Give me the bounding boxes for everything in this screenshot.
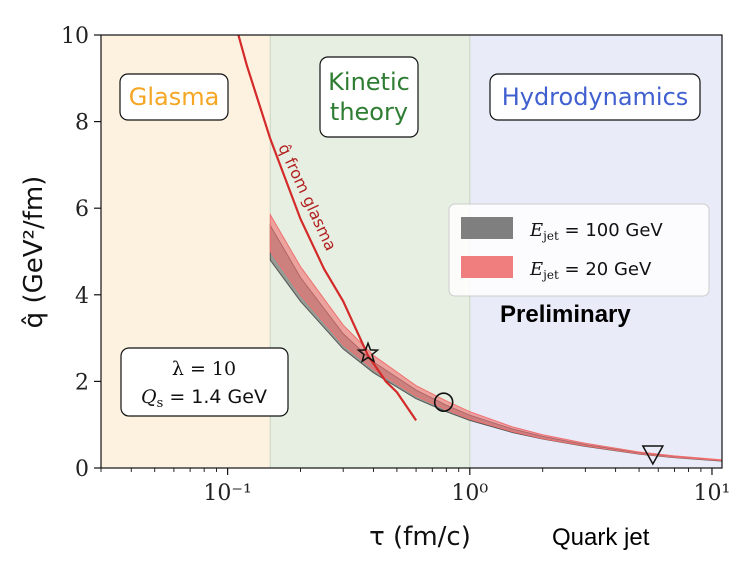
quark-jet-label: Quark jet — [552, 524, 650, 551]
legend-entry-100gev: Ejet = 100 GeV — [529, 220, 663, 243]
legend: Ejet = 100 GeV Ejet = 20 GeV — [448, 203, 710, 297]
y-tick-label: 6 — [75, 197, 89, 222]
plot-frame — [100, 34, 723, 469]
region-label-text: Kinetic — [328, 68, 410, 96]
lines-layer — [237, 35, 418, 422]
region-label-frame — [489, 73, 701, 121]
region-label-hydrodynamics: Hydrodynamics — [489, 73, 701, 121]
parameter-box-frame — [120, 347, 289, 417]
parameter-box: λ = 10 Qs = 1.4 GeV — [120, 347, 289, 417]
preliminary-label: Preliminary — [500, 301, 631, 328]
legend-frame — [448, 203, 710, 297]
legend-swatch-20gev — [461, 256, 513, 278]
y-tick-label: 2 — [75, 370, 89, 395]
region-label-text: Hydrodynamics — [502, 83, 689, 111]
line-q-from-glasma — [237, 35, 418, 422]
region-label-glasma: Glasma — [119, 73, 229, 121]
y-tick-label: 0 — [75, 457, 89, 482]
x-tick-label: 10⁰ — [451, 481, 488, 506]
param-lambda: λ = 10 — [172, 358, 236, 380]
region-label-text: theory — [330, 98, 408, 126]
legend-entry-20gev: Ejet = 20 GeV — [529, 259, 652, 282]
marker-star — [356, 341, 380, 364]
x-tick-label: 10¹ — [694, 481, 731, 506]
param-qs: Qs = 1.4 GeV — [141, 386, 267, 411]
region-label-text: Glasma — [129, 83, 220, 111]
region-label-frame — [319, 56, 419, 138]
region-label-frame — [119, 73, 229, 121]
y-tick-label: 8 — [75, 111, 89, 136]
marker-circle — [433, 392, 454, 412]
x-tick-label: 10⁻¹ — [203, 481, 251, 506]
legend-swatch-100gev — [461, 217, 513, 239]
markers-layer — [356, 341, 665, 466]
ticks-layer: 0 2 4 6 8 10 10⁻¹ 10⁰ 10¹ — [61, 24, 730, 506]
marker-triangle-down — [641, 445, 665, 466]
y-axis-label: q̂ (GeV²/fm) — [19, 176, 49, 329]
x-axis-label: τ (fm/c) — [369, 522, 471, 552]
y-tick-label: 10 — [61, 24, 89, 49]
y-tick-label: 4 — [75, 284, 89, 309]
